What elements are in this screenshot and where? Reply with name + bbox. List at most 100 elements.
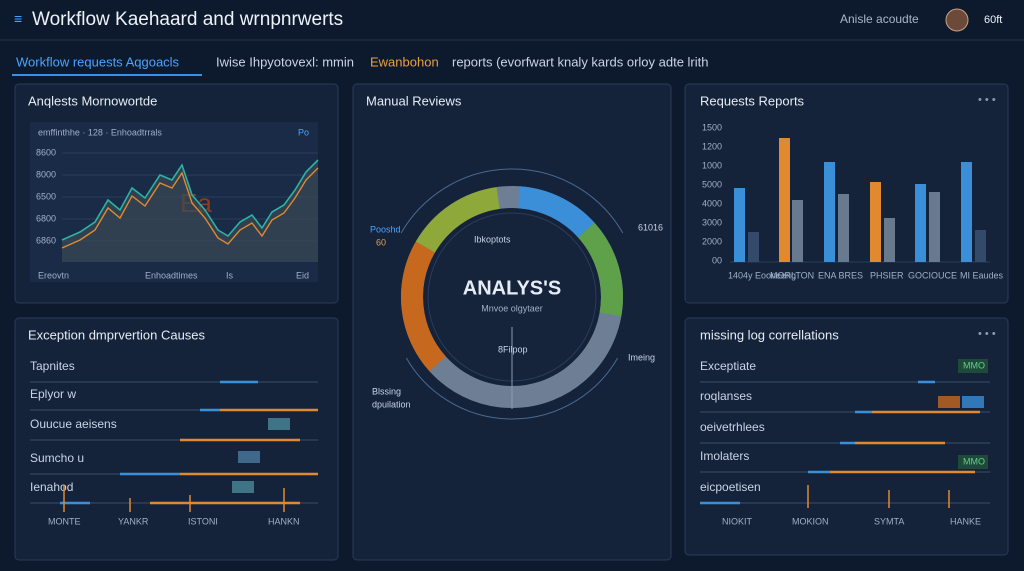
bar: [870, 182, 881, 262]
ring-label: Blssing: [372, 386, 401, 396]
bar: [734, 188, 745, 262]
panel-title: Manual Reviews: [366, 93, 462, 108]
panel: [684, 83, 1009, 304]
active-tab[interactable]: Workflow requests Aqgoacls: [16, 54, 180, 69]
badge: MMO: [963, 456, 985, 466]
x-tick-label: Is: [226, 270, 234, 280]
breadcrumb[interactable]: Ewanbohon: [370, 54, 439, 69]
line: [61, 167, 319, 249]
x-tick-label: Enhoadtimes: [145, 270, 198, 280]
bar: [792, 200, 803, 262]
badge-bg: [958, 359, 988, 373]
chip: [232, 481, 254, 493]
status: 60ft: [984, 14, 1002, 26]
x-tick-label: Ereovtn: [38, 270, 69, 280]
ring-label: Imeing: [628, 352, 655, 362]
x-tick-label: 1404y Eooneeng: [728, 270, 796, 280]
y-tick-label: 2000: [702, 236, 722, 246]
row-label: Ienahod: [30, 480, 73, 494]
row-label: Eplyor w: [30, 387, 76, 401]
y-tick-label: 6500: [36, 191, 56, 201]
row-label: roqlanses: [700, 389, 752, 403]
x-tick-label: MOKION: [792, 516, 829, 526]
x-tick-label: GOCIOUCE: [908, 270, 957, 280]
chip: [268, 418, 290, 430]
more-menu[interactable]: • • •: [978, 94, 996, 106]
x-tick-label: YANKR: [118, 516, 149, 526]
badge-bg: [958, 455, 988, 469]
y-tick-label: 1200: [702, 141, 722, 151]
y-tick-label: 1000: [702, 160, 722, 170]
row-label: Imolaters: [700, 449, 749, 463]
x-tick-label: MONTE: [48, 516, 81, 526]
orbit: [405, 357, 619, 420]
panel: [684, 317, 1009, 556]
row-label: Sumcho u: [30, 451, 84, 465]
bar: [915, 184, 926, 262]
ring-center: ANALYS'S: [463, 277, 562, 299]
ring-label: Ibkoptots: [474, 234, 511, 244]
ring-segment: [577, 222, 623, 317]
chart-badge: Po: [298, 127, 309, 137]
ring-segment: [517, 186, 595, 238]
x-tick-label: HANKN: [268, 516, 300, 526]
x-tick-label: PHSIER: [870, 270, 904, 280]
y-tick-label: 00: [712, 255, 722, 265]
ring-segment: [401, 241, 447, 372]
user-name[interactable]: Anisle acoudte: [840, 12, 919, 26]
avatar[interactable]: [945, 8, 969, 32]
panel-title: Requests Reports: [700, 93, 805, 108]
ring-label: 61016: [638, 222, 663, 232]
ring-label: 8Filpop: [498, 344, 528, 354]
row-label: Exceptiate: [700, 359, 756, 373]
row-label: oeivetrhlees: [700, 420, 765, 434]
y-tick-label: 6860: [36, 235, 56, 245]
bar: [975, 230, 986, 262]
x-tick-label: NIOKIT: [722, 516, 753, 526]
bar: [824, 162, 835, 262]
x-tick-label: Eid: [296, 270, 309, 280]
chip: [238, 451, 260, 463]
ring-segment: [415, 187, 500, 253]
bar: [961, 162, 972, 262]
chip: [938, 396, 960, 408]
bar: [779, 138, 790, 262]
panel-title: Anqlests Mornowortde: [28, 93, 157, 108]
app-title: Workflow Kaehaard and wrnpnrwerts: [32, 9, 343, 30]
chart-legend: emffinthhe · 128 · Enhoadtrrals: [38, 127, 162, 137]
ring-label: Pooshd: [370, 224, 401, 234]
breadcrumb: Iwise Ihpyotovexl: mmin: [216, 54, 354, 69]
panel-title: missing log correllations: [700, 327, 839, 342]
bar: [884, 218, 895, 262]
y-tick-label: 4000: [702, 198, 722, 208]
panel: [14, 317, 339, 561]
row-label: Ouucue aeisens: [30, 417, 117, 431]
area: [62, 160, 318, 262]
y-tick-label: 8000: [36, 169, 56, 179]
breadcrumb: reports (evorfwart knaly kards orloy adt…: [452, 54, 708, 69]
x-tick-label: SYMTA: [874, 516, 904, 526]
ring-sub: Mnvoe olgytaer: [481, 303, 543, 313]
y-tick-label: 3000: [702, 217, 722, 227]
orbit: [400, 168, 624, 234]
y-tick-label: 1500: [702, 122, 722, 132]
y-tick-label: 6800: [36, 213, 56, 223]
x-tick-label: ISTONI: [188, 516, 218, 526]
row-label: eicpoetisen: [700, 480, 761, 494]
y-tick-label: 8600: [36, 147, 56, 157]
x-tick-label: ENA BRES: [818, 270, 863, 280]
menu-icon[interactable]: ≡: [14, 11, 22, 27]
ring-label: dpuilation: [372, 399, 411, 409]
more-menu[interactable]: • • •: [978, 328, 996, 340]
ring-label: 60: [376, 237, 386, 247]
bar: [838, 194, 849, 262]
x-tick-label: HANKE: [950, 516, 981, 526]
chip: [962, 396, 984, 408]
bar: [929, 192, 940, 262]
panel-title: Exception dmprvertion Causes: [28, 327, 206, 342]
x-tick-label: MI Eaudes: [960, 270, 1004, 280]
line: [61, 159, 319, 241]
x-tick-label: MORLTON: [770, 270, 814, 280]
y-tick-label: 5000: [702, 179, 722, 189]
